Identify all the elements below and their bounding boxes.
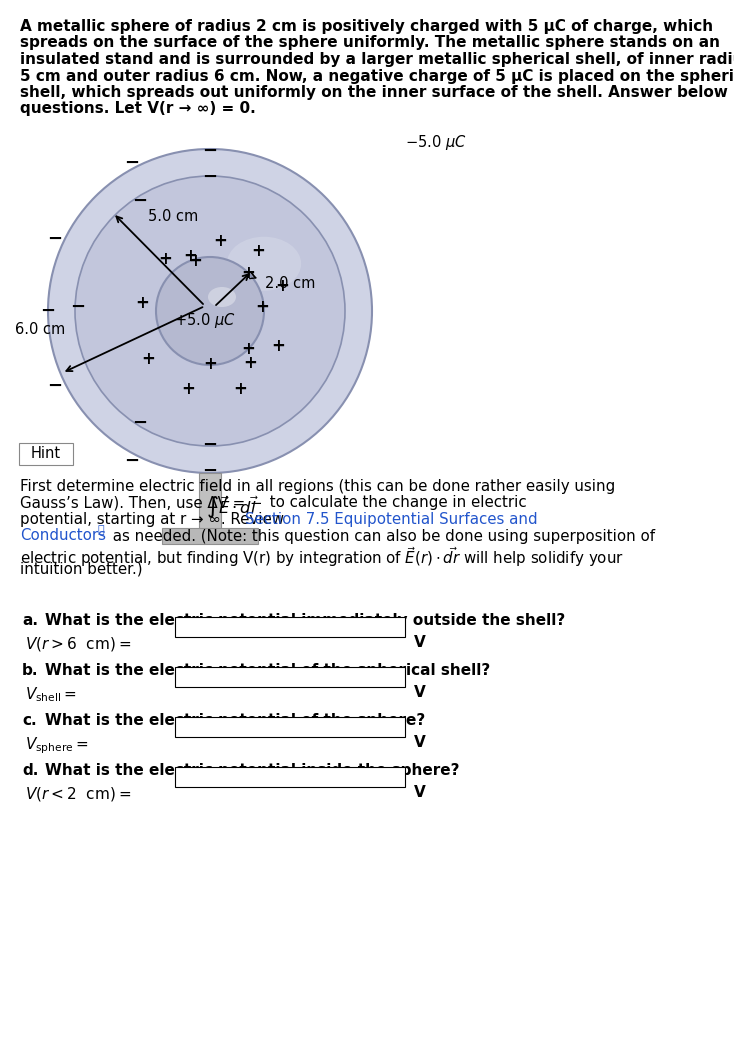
Text: $V(r > 6\ \ \mathrm{cm}) =$: $V(r > 6\ \ \mathrm{cm}) =$ — [25, 635, 131, 653]
Text: What is the electric potential of the spherical shell?: What is the electric potential of the sp… — [45, 663, 490, 678]
Ellipse shape — [208, 287, 236, 307]
Text: electric potential, but finding V(r) by integration of $\vec{E}(r)\cdot\vec{dr}$: electric potential, but finding V(r) by … — [20, 545, 624, 569]
Text: 5.0 cm: 5.0 cm — [148, 209, 198, 224]
Ellipse shape — [263, 242, 335, 379]
Text: V: V — [414, 785, 426, 800]
Text: questions. Let V(r → ∞) = 0.: questions. Let V(r → ∞) = 0. — [20, 102, 255, 117]
Text: potential, starting at r → ∞. Review: potential, starting at r → ∞. Review — [20, 512, 288, 527]
Text: $V_{\mathrm{shell}} =$: $V_{\mathrm{shell}} =$ — [25, 685, 77, 704]
Text: +: + — [203, 355, 217, 373]
Bar — [199, 473, 221, 529]
Text: $V_{\mathrm{sphere}} =$: $V_{\mathrm{sphere}} =$ — [25, 735, 89, 756]
Text: a.: a. — [22, 613, 38, 628]
Text: −: − — [132, 192, 148, 210]
Text: to calculate the change in electric: to calculate the change in electric — [265, 495, 526, 511]
Text: 2.0 cm: 2.0 cm — [265, 275, 316, 290]
Text: −: − — [70, 298, 86, 316]
Text: c.: c. — [22, 713, 37, 728]
Text: +: + — [241, 264, 255, 282]
Text: Section 7.5 Equipotential Surfaces and: Section 7.5 Equipotential Surfaces and — [245, 512, 537, 527]
Text: −: − — [203, 462, 217, 480]
FancyBboxPatch shape — [19, 444, 73, 465]
Text: −: − — [203, 168, 217, 186]
Circle shape — [48, 149, 372, 473]
Text: What is the electric potential of the sphere?: What is the electric potential of the sp… — [45, 713, 425, 728]
Text: intuition better.): intuition better.) — [20, 561, 142, 577]
FancyBboxPatch shape — [175, 767, 405, 787]
Circle shape — [156, 257, 264, 365]
Text: −: − — [125, 452, 139, 470]
Text: +: + — [183, 247, 197, 265]
Text: $V(r < 2\ \ \mathrm{cm}) =$: $V(r < 2\ \ \mathrm{cm}) =$ — [25, 785, 131, 803]
Text: +: + — [255, 298, 269, 316]
Text: What is the electric potential immediately outside the shell?: What is the electric potential immediate… — [45, 613, 565, 628]
Circle shape — [75, 176, 345, 446]
Text: +: + — [243, 354, 257, 372]
Text: +: + — [251, 242, 265, 260]
Text: $\int \vec{E}\cdot d\vec{l}$: $\int \vec{E}\cdot d\vec{l}$ — [206, 495, 259, 520]
Text: shell, which spreads out uniformly on the inner surface of the shell. Answer bel: shell, which spreads out uniformly on th… — [20, 85, 728, 100]
Text: +: + — [241, 341, 255, 358]
Text: A metallic sphere of radius 2 cm is positively charged with 5 μC of charge, whic: A metallic sphere of radius 2 cm is posi… — [20, 19, 713, 34]
Text: −: − — [48, 377, 62, 395]
Text: −: − — [40, 302, 56, 320]
Text: −: − — [203, 142, 217, 160]
Text: +: + — [275, 277, 289, 295]
FancyBboxPatch shape — [175, 617, 405, 637]
Text: insulated stand and is surrounded by a larger metallic spherical shell, of inner: insulated stand and is surrounded by a l… — [20, 51, 734, 67]
FancyBboxPatch shape — [175, 667, 405, 687]
Text: spreads on the surface of the sphere uniformly. The metallic sphere stands on an: spreads on the surface of the sphere uni… — [20, 36, 720, 50]
Text: +: + — [188, 252, 202, 270]
Text: −: − — [203, 436, 217, 454]
Text: +: + — [158, 250, 172, 268]
Text: V: V — [414, 635, 426, 650]
Text: ⧉: ⧉ — [97, 526, 103, 536]
Text: −: − — [125, 154, 139, 172]
Text: 5 cm and outer radius 6 cm. Now, a negative charge of 5 μC is placed on the sphe: 5 cm and outer radius 6 cm. Now, a negat… — [20, 68, 734, 83]
Text: $-5.0\ \mu C$: $-5.0\ \mu C$ — [405, 133, 467, 152]
Text: V: V — [414, 685, 426, 700]
Text: 6.0 cm: 6.0 cm — [15, 322, 65, 336]
Text: Conductors: Conductors — [20, 529, 106, 543]
Text: +: + — [213, 232, 227, 250]
FancyBboxPatch shape — [175, 717, 405, 737]
Text: $+5.0\ \mu C$: $+5.0\ \mu C$ — [174, 311, 236, 330]
Bar — [162, 528, 258, 544]
Text: +: + — [271, 337, 285, 355]
Text: First determine electric field in all regions (this can be done rather easily us: First determine electric field in all re… — [20, 479, 615, 494]
Text: +: + — [233, 380, 247, 398]
Ellipse shape — [227, 236, 301, 291]
Text: V: V — [414, 735, 426, 750]
Text: +: + — [141, 350, 155, 368]
Text: −: − — [132, 414, 148, 432]
Text: b.: b. — [22, 663, 38, 678]
Text: +: + — [181, 380, 195, 398]
Text: What is the electric potential inside the sphere?: What is the electric potential inside th… — [45, 763, 459, 778]
Text: Hint: Hint — [31, 447, 61, 461]
Text: +: + — [135, 294, 149, 312]
Text: −: − — [48, 230, 62, 248]
Text: Gauss’s Law). Then, use ΔV = −: Gauss’s Law). Then, use ΔV = − — [20, 495, 267, 511]
Text: as needed. (Note: this question can also be done using superposition of: as needed. (Note: this question can also… — [108, 529, 655, 543]
Text: d.: d. — [22, 763, 38, 778]
